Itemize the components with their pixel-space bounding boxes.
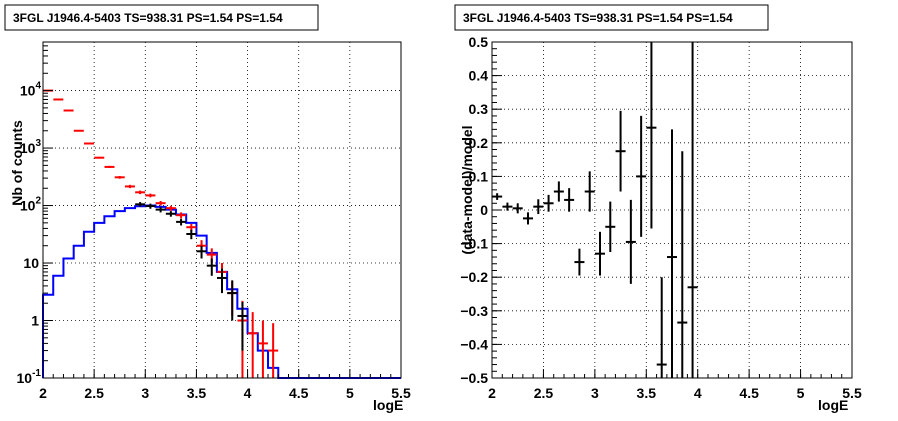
red-data-point — [176, 212, 187, 219]
left-x-tick-label: 2.5 — [84, 385, 104, 401]
left-y-axis-label: Nb of counts — [9, 120, 25, 206]
red-data-point — [63, 109, 74, 112]
right-x-tick-label: 4.5 — [739, 385, 759, 401]
left-x-tick-label: 4.5 — [289, 385, 309, 401]
left-x-tick-label: 3 — [141, 385, 149, 401]
right-data-marks — [492, 42, 698, 378]
left-y-tick-label: 103 — [20, 138, 42, 156]
residual-data-point — [512, 203, 523, 214]
left-x-tick-label: 4 — [244, 385, 252, 401]
red-data-point — [94, 156, 105, 159]
right-x-tick-label: 5.5 — [842, 385, 862, 401]
black-data-point — [196, 245, 207, 259]
residual-data-point — [646, 42, 657, 229]
right-title-box — [454, 4, 769, 31]
black-data-point — [145, 203, 156, 209]
black-data-point — [135, 202, 146, 207]
residual-data-point — [625, 199, 636, 284]
right-x-tick-label: 2 — [488, 385, 496, 401]
right-y-tick-label: 0.1 — [469, 168, 489, 184]
left-x-tick-label: 3.5 — [187, 385, 207, 401]
left-gridlines — [43, 42, 401, 378]
right-gridlines — [492, 42, 852, 378]
right-y-tick-label: −0.4 — [460, 336, 488, 352]
residual-data-point — [574, 248, 585, 276]
residual-data-point — [523, 212, 533, 225]
left-chart-title: 3FGL J1946.4-5403 TS=938.31 PS=1.54 PS=1… — [13, 11, 283, 25]
left-y-tick-label: 1 — [31, 313, 39, 329]
left-axis-ticks: 2 2.5 3 3.5 4 4.5 5 5.5 10-1 1 10 102 103 104 — [17, 41, 411, 401]
residual-data-point — [667, 129, 677, 378]
residuals-panel: 3FGL J1946.4-5403 TS=938.31 PS=1.54 PS=1… — [454, 4, 862, 413]
left-plot-frame — [42, 41, 402, 379]
left-y-tick-label: 102 — [20, 196, 42, 214]
black-data-point — [237, 301, 248, 351]
right-chart-title: 3FGL J1946.4-5403 TS=938.31 PS=1.54 PS=1… — [463, 11, 733, 25]
residual-data-point — [677, 151, 688, 378]
model-histogram-line — [42, 204, 401, 379]
black-data-point — [176, 218, 187, 226]
right-x-tick-label: 3 — [591, 385, 599, 401]
left-x-tick-label: 5.5 — [391, 385, 411, 401]
left-data-marks — [42, 89, 401, 379]
residual-data-point — [564, 188, 575, 212]
right-y-tick-label: 0.3 — [469, 101, 489, 117]
right-y-tick-label: −0.1 — [460, 236, 488, 252]
right-y-tick-label: −0.2 — [460, 269, 488, 285]
residual-data-point — [502, 202, 513, 211]
residual-data-point — [533, 199, 544, 215]
red-data-point — [155, 200, 166, 206]
black-data-point — [217, 268, 227, 294]
residual-data-point — [584, 171, 595, 212]
black-data-point — [206, 258, 217, 276]
left-x-tick-label: 5 — [346, 385, 354, 401]
black-data-point — [227, 280, 238, 321]
red-data-point — [145, 193, 156, 198]
residual-data-point — [605, 201, 616, 252]
red-data-point — [124, 184, 135, 189]
red-data-point — [73, 129, 84, 132]
black-data-point — [186, 229, 197, 240]
red-data-point — [257, 320, 268, 378]
residual-data-point — [595, 231, 605, 276]
black-data-point — [155, 207, 166, 213]
red-data-point — [247, 312, 258, 378]
red-data-point — [268, 323, 279, 378]
red-data-point — [104, 165, 115, 168]
counts-histogram-panel: 3FGL J1946.4-5403 TS=938.31 PS=1.54 PS=1… — [4, 4, 411, 413]
right-plot-frame — [491, 41, 853, 379]
left-y-tick-label: 10 — [23, 255, 39, 271]
right-x-axis-label: logE — [818, 397, 848, 413]
residual-data-point — [687, 42, 698, 378]
right-y-tick-label: 0.5 — [469, 34, 489, 50]
residual-data-point — [656, 277, 667, 378]
red-data-point — [84, 142, 95, 145]
residual-data-point — [553, 181, 564, 202]
right-y-tick-label: 0.2 — [469, 135, 489, 151]
red-data-point — [165, 205, 176, 211]
red-data-point — [53, 98, 64, 101]
residual-data-point — [636, 115, 647, 237]
residual-data-point — [543, 194, 554, 212]
right-y-tick-label: 0 — [480, 202, 488, 218]
red-data-point — [135, 190, 146, 195]
left-y-tick-label: 104 — [20, 81, 42, 99]
left-x-axis-label: logE — [373, 397, 403, 413]
right-y-tick-label: −0.5 — [460, 370, 488, 386]
right-x-tick-label: 3.5 — [637, 385, 657, 401]
right-x-tick-label: 5 — [797, 385, 805, 401]
left-x-tick-label: 2 — [39, 385, 47, 401]
black-data-point — [165, 211, 176, 217]
red-data-point — [114, 175, 125, 179]
left-title-box — [4, 4, 319, 31]
left-y-tick-label: 10-1 — [17, 368, 42, 386]
residual-data-point — [615, 110, 626, 192]
right-x-tick-label: 4 — [694, 385, 702, 401]
right-x-tick-label: 2.5 — [534, 385, 554, 401]
right-y-axis-label: (data-model)/model — [459, 125, 475, 254]
right-y-tick-label: −0.3 — [460, 303, 488, 319]
right-y-tick-label: 0.4 — [469, 68, 489, 84]
